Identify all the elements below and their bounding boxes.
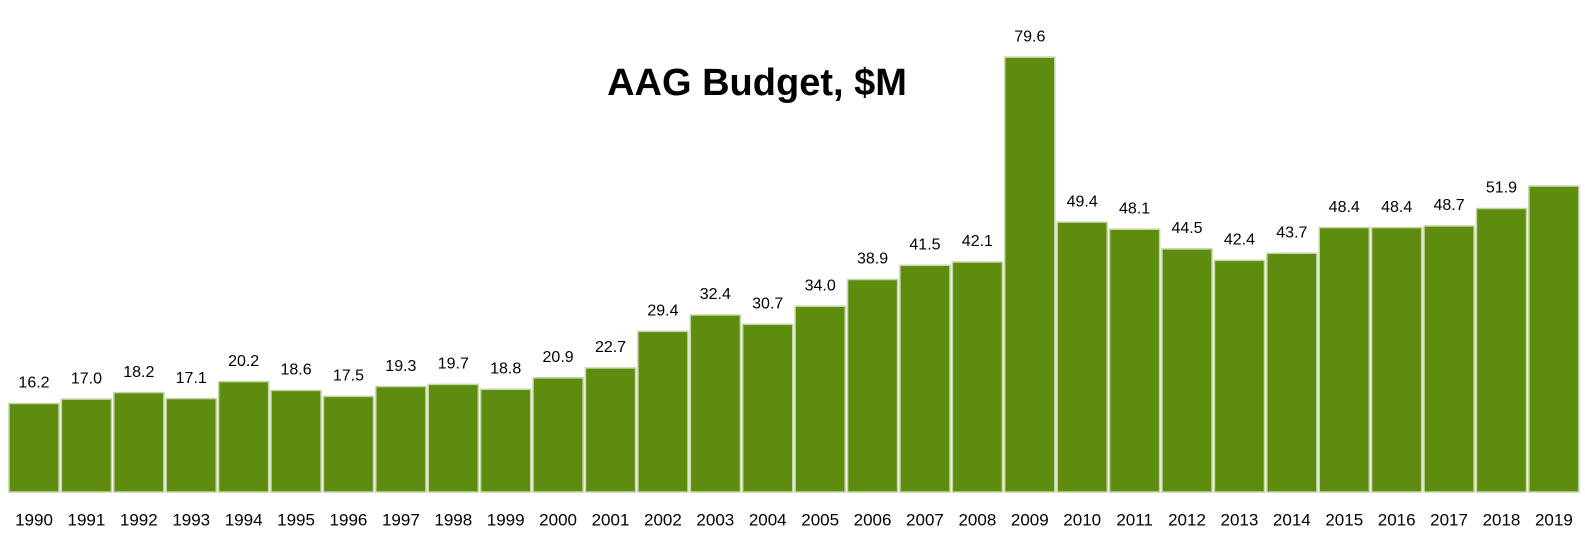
x-tick-label: 1995 xyxy=(277,510,315,529)
x-tick-label: 2000 xyxy=(539,510,577,529)
value-label: 42.4 xyxy=(1224,232,1255,249)
x-tick-label: 2006 xyxy=(854,510,892,529)
value-label: 18.2 xyxy=(123,364,154,381)
value-label: 18.8 xyxy=(490,361,521,378)
value-label: 30.7 xyxy=(752,296,783,313)
bar xyxy=(1004,56,1056,493)
bar xyxy=(1423,225,1475,493)
x-tick-label: 2002 xyxy=(644,510,682,529)
bar xyxy=(846,278,899,493)
x-tick-label: 2018 xyxy=(1483,510,1521,529)
bar xyxy=(1056,221,1108,493)
chart-title: AAG Budget, $M xyxy=(607,62,907,104)
x-tick-label: 2013 xyxy=(1221,510,1259,529)
value-label: 32.4 xyxy=(700,286,731,303)
bar xyxy=(1370,226,1423,493)
value-label: 49.4 xyxy=(1067,193,1098,210)
x-tick-label: 1999 xyxy=(487,510,525,529)
bar xyxy=(794,305,846,493)
x-tick-label: 2008 xyxy=(958,510,996,529)
bar xyxy=(689,314,742,493)
bar xyxy=(165,397,217,493)
x-tick-label: 1993 xyxy=(172,510,210,529)
bar xyxy=(1475,207,1528,493)
x-tick-label: 2015 xyxy=(1325,510,1363,529)
value-label: 42.1 xyxy=(962,233,993,250)
x-tick-label: 2003 xyxy=(696,510,734,529)
bar xyxy=(584,367,637,493)
value-label: 48.7 xyxy=(1433,197,1464,214)
bar xyxy=(1108,228,1161,493)
value-label: 34.0 xyxy=(805,277,836,294)
value-label: 19.7 xyxy=(438,356,469,373)
bar xyxy=(217,380,270,493)
value-label: 19.3 xyxy=(385,358,416,375)
value-label: 18.6 xyxy=(280,362,311,379)
bar xyxy=(60,398,113,493)
bar xyxy=(1161,248,1213,493)
x-tick-label: 2012 xyxy=(1168,510,1206,529)
value-label: 43.7 xyxy=(1276,225,1307,242)
x-tick-label: 2005 xyxy=(801,510,839,529)
bar xyxy=(1318,226,1370,493)
value-label: 22.7 xyxy=(595,339,626,356)
x-tick-label: 1992 xyxy=(120,510,158,529)
bar xyxy=(375,385,427,493)
x-tick-label: 2001 xyxy=(592,510,630,529)
value-label: 41.5 xyxy=(909,237,940,254)
bar xyxy=(532,377,584,493)
value-label: 38.9 xyxy=(857,251,888,268)
x-tick-label: 2004 xyxy=(749,510,787,529)
x-tick-label: 2016 xyxy=(1378,510,1416,529)
value-label: 48.4 xyxy=(1329,199,1360,216)
value-label: 17.5 xyxy=(333,368,364,385)
x-tick-label: 1991 xyxy=(67,510,105,529)
bar xyxy=(427,383,480,493)
value-label: 79.6 xyxy=(1014,28,1045,45)
value-label: 51.9 xyxy=(1486,180,1517,197)
value-label: 20.9 xyxy=(543,349,574,366)
x-tick-label: 2010 xyxy=(1063,510,1101,529)
value-label: 16.2 xyxy=(18,375,49,392)
x-tick-label: 2017 xyxy=(1430,510,1468,529)
bar xyxy=(741,323,794,493)
value-label: 48.1 xyxy=(1119,200,1150,217)
value-label: 17.0 xyxy=(71,370,102,387)
x-tick-label: 2009 xyxy=(1011,510,1049,529)
x-tick-label: 1998 xyxy=(434,510,472,529)
bar xyxy=(270,389,322,493)
x-tick-label: 2011 xyxy=(1116,510,1153,529)
bar xyxy=(899,264,951,493)
x-tick-label: 2014 xyxy=(1273,510,1311,529)
x-tick-label: 1997 xyxy=(382,510,420,529)
value-label: 44.5 xyxy=(1171,220,1202,237)
x-tick-label: 1996 xyxy=(330,510,368,529)
bar xyxy=(8,402,60,493)
bar xyxy=(479,388,532,493)
bar xyxy=(1528,185,1580,493)
bar xyxy=(1213,259,1266,493)
bar xyxy=(951,261,1004,493)
bar xyxy=(637,330,689,493)
bar xyxy=(322,395,375,493)
bar xyxy=(1266,252,1318,493)
value-label: 17.1 xyxy=(176,370,207,387)
x-tick-label: 1994 xyxy=(225,510,263,529)
x-tick-label: 2019 xyxy=(1535,510,1573,529)
value-label: 29.4 xyxy=(647,303,678,320)
value-label: 20.2 xyxy=(228,353,259,370)
x-tick-label: 1990 xyxy=(15,510,53,529)
x-tick-label: 2007 xyxy=(906,510,944,529)
value-label: 48.4 xyxy=(1381,199,1412,216)
bar xyxy=(113,391,165,493)
